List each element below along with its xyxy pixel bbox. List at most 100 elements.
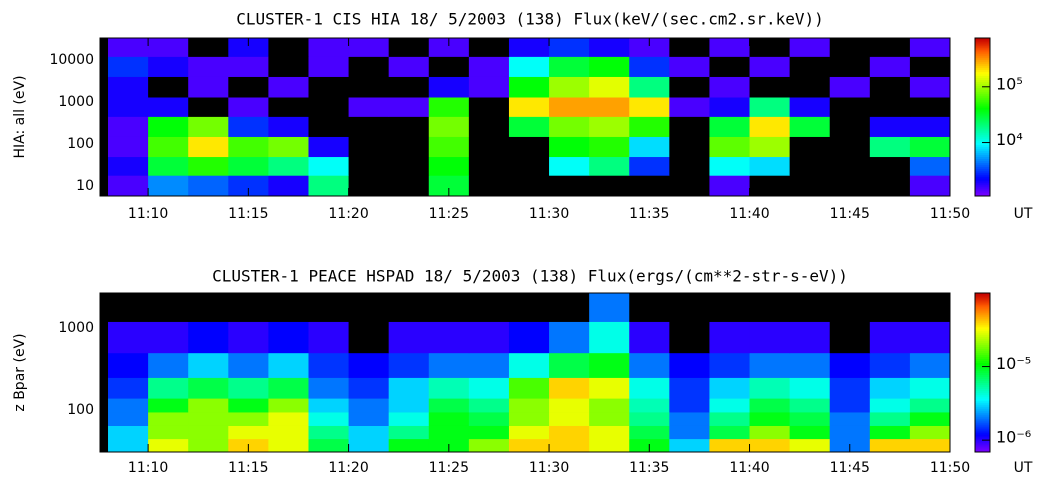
colorbar-segment	[975, 322, 990, 326]
colorbar-segment	[975, 422, 990, 425]
heatmap-cell	[468, 38, 510, 57]
heatmap-cell	[749, 398, 791, 413]
colorbar-segment	[975, 440, 990, 443]
heatmap-cell	[268, 321, 309, 354]
heatmap-cell	[629, 38, 670, 57]
colorbar-segment	[975, 382, 990, 385]
heatmap-cell	[789, 76, 831, 98]
heatmap-cell	[549, 56, 590, 77]
heatmap-cell	[148, 156, 189, 176]
colorbar-segment	[975, 380, 990, 383]
heatmap-cell	[629, 425, 670, 440]
heatmap-cell	[709, 352, 750, 378]
heatmap-cell	[388, 76, 430, 98]
heatmap-cell	[388, 136, 430, 158]
colorbar-segment	[975, 448, 990, 451]
heatmap-cell	[108, 438, 149, 453]
heatmap-cell	[909, 398, 951, 413]
heatmap-cell	[709, 321, 750, 354]
heatmap-cell	[148, 116, 189, 137]
heatmap-cell	[508, 321, 550, 354]
heatmap-cell	[468, 76, 510, 98]
x-tick-label: 11:30	[529, 206, 569, 222]
heatmap-cell	[789, 321, 831, 354]
colorbar-segment	[975, 444, 990, 447]
heatmap-cell	[308, 293, 349, 322]
heatmap-cell	[829, 321, 871, 354]
heatmap-cell	[789, 156, 831, 176]
colorbar-segment	[975, 192, 990, 195]
heatmap-cell	[669, 352, 710, 378]
heatmap-cell	[629, 352, 670, 378]
heatmap-cell	[829, 398, 871, 413]
colorbar-segment	[975, 178, 990, 181]
colorbar-segment	[975, 408, 990, 411]
colorbar-segment	[975, 370, 990, 373]
heatmap-cell	[789, 175, 831, 197]
heatmap-cell	[629, 321, 670, 354]
heatmap-cell	[268, 425, 309, 440]
colorbar-segment	[975, 69, 990, 73]
colorbar-segment	[975, 342, 990, 346]
heatmap-cell	[549, 76, 590, 98]
heatmap-cell	[829, 116, 871, 137]
heatmap-cell	[388, 321, 430, 354]
heatmap-cell	[709, 412, 750, 426]
heatmap-cell	[228, 321, 269, 354]
heatmap-cell	[108, 97, 149, 117]
heatmap-cell	[669, 56, 710, 77]
heatmap-cell	[869, 321, 911, 354]
heatmap-cell	[428, 56, 470, 77]
colorbar-segment	[975, 118, 990, 122]
y-axis-label: HIA: all (eV)	[12, 75, 28, 158]
heatmap-cell	[428, 412, 470, 426]
heatmap-cell	[268, 76, 309, 98]
colorbar-segment	[975, 182, 990, 185]
colorbar-segment	[975, 152, 990, 156]
heatmap-cell	[669, 321, 710, 354]
heatmap-cell	[108, 76, 149, 98]
heatmap-cell	[749, 352, 791, 378]
heatmap-cell	[869, 175, 911, 197]
colorbar-segment	[975, 293, 990, 296]
heatmap-cell	[148, 425, 189, 440]
heatmap-cell	[508, 377, 550, 399]
heatmap-cell	[228, 116, 269, 137]
heatmap-cell	[308, 175, 349, 197]
y-tick-label: 10	[76, 178, 94, 194]
heatmap-cell	[188, 136, 229, 158]
heatmap-cell	[108, 377, 149, 399]
colorbar-segment	[975, 160, 990, 163]
heatmap-cell	[228, 175, 269, 197]
heatmap-cell	[789, 293, 831, 322]
heatmap-cell	[709, 38, 750, 57]
heatmap-cell	[108, 425, 149, 440]
heatmap-cell	[188, 97, 229, 117]
heatmap-cell	[909, 56, 951, 77]
heatmap-cell	[629, 175, 670, 197]
heatmap-cell	[188, 175, 229, 197]
colorbar-segment	[975, 356, 990, 360]
colorbar-segment	[975, 428, 990, 431]
x-tick-label: 11:10	[128, 460, 168, 476]
heatmap-cell	[629, 136, 670, 158]
colorbar-segment	[975, 138, 990, 142]
heatmap-cell	[789, 398, 831, 413]
heatmap-cell	[308, 56, 349, 77]
colorbar-segment	[975, 310, 990, 314]
heatmap-cell	[268, 175, 309, 197]
heatmap-cell	[428, 38, 470, 57]
colorbar-segment	[975, 424, 990, 427]
heatmap-cell	[749, 116, 791, 137]
heatmap-cell	[308, 136, 349, 158]
heatmap-cell	[308, 156, 349, 176]
heatmap-cell	[589, 398, 630, 413]
heatmap-cell	[508, 56, 550, 77]
heatmap-cell	[468, 56, 510, 77]
heatmap-cell	[589, 56, 630, 77]
x-tick-label: 11:50	[930, 460, 970, 476]
heatmap-cell	[508, 352, 550, 378]
heatmap-cell	[428, 398, 470, 413]
heatmap-cell	[348, 293, 390, 322]
